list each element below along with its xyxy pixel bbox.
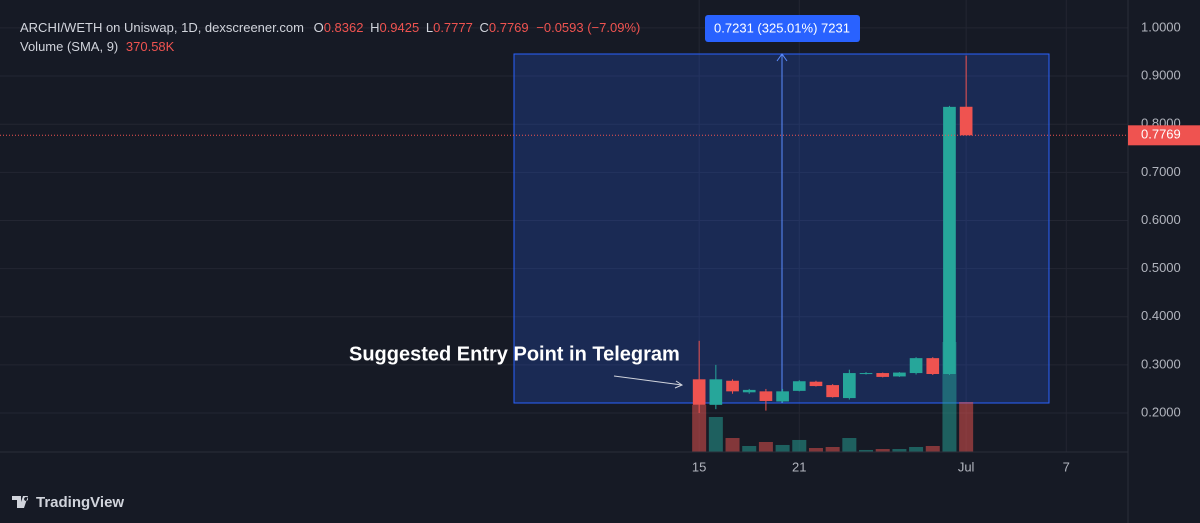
- logo: TradingView: [12, 494, 124, 511]
- volume-bar: [959, 402, 974, 452]
- annotation-arrowhead: [674, 380, 684, 389]
- header: ARCHI/WETH on Uniswap, 1D, dexscreener.c…: [20, 20, 640, 35]
- volume-bar: [708, 417, 723, 452]
- y-tick-label: 1.0000: [1141, 19, 1181, 34]
- l-label: L: [426, 20, 433, 35]
- candle-body: [759, 391, 773, 401]
- measure-arrowhead: [776, 53, 788, 62]
- x-tick-label: Jul: [958, 459, 975, 474]
- volume-header: Volume (SMA, 9) 370.58K: [20, 39, 175, 54]
- high: 0.9425: [379, 20, 419, 35]
- x-tick-label: 7: [1063, 459, 1070, 474]
- candle-body: [859, 373, 873, 375]
- x-tick-label: 15: [692, 459, 706, 474]
- change: −0.0593 (−7.09%): [536, 20, 640, 35]
- plot: [0, 55, 1128, 452]
- candle-body: [826, 385, 839, 398]
- candle-body: [792, 381, 806, 391]
- volume-bar: [692, 404, 707, 452]
- volume-bar: [742, 445, 757, 452]
- candle-body: [726, 380, 739, 392]
- volume-bar: [875, 449, 890, 452]
- close: 0.7769: [489, 20, 529, 35]
- annotation-arrow: [613, 375, 683, 386]
- candle-body: [893, 372, 906, 377]
- candle-body: [909, 358, 923, 374]
- volume-bar: [892, 449, 907, 452]
- volume-bar: [725, 438, 740, 452]
- candle-body: [809, 381, 823, 387]
- x-tick-label: 21: [792, 459, 806, 474]
- candle-body: [709, 379, 723, 405]
- volume-bar: [825, 447, 840, 452]
- y-tick-label: 0.6000: [1141, 212, 1181, 227]
- measure-label-box: [705, 15, 860, 42]
- symbol: ARCHI/WETH on Uniswap, 1D, dexscreener.c…: [20, 20, 304, 35]
- volume-bar: [808, 448, 823, 452]
- c-label: C: [479, 20, 488, 35]
- y-tick-label: 0.9000: [1141, 67, 1181, 82]
- volume-sma: 370.58K: [126, 39, 175, 54]
- candle-body: [926, 358, 940, 375]
- candle-body: [842, 373, 856, 399]
- logo-icon: [12, 496, 29, 508]
- volume-bar: [758, 442, 773, 452]
- candle-body: [876, 373, 890, 377]
- volume-bar: [909, 447, 924, 452]
- volume-bar: [842, 438, 857, 452]
- low: 0.7777: [433, 20, 473, 35]
- last-price-label: 0.7769: [1141, 127, 1181, 142]
- annotation: Suggested Entry Point in Telegram: [349, 343, 680, 365]
- candle-body: [959, 106, 973, 136]
- volume-label: Volume (SMA, 9): [20, 39, 118, 54]
- last-price-box: [1128, 125, 1200, 146]
- candle-body: [776, 391, 789, 402]
- y-tick-label: 0.3000: [1141, 356, 1181, 371]
- y-tick-label: 0.2000: [1141, 404, 1181, 419]
- candle-body: [742, 389, 756, 393]
- volume-bar: [925, 445, 940, 452]
- volume-bar: [792, 439, 807, 452]
- y-tick-label: 0.7000: [1141, 164, 1181, 179]
- y-tick-label: 0.4000: [1141, 308, 1181, 323]
- open: 0.8362: [324, 20, 364, 35]
- grid: [0, 0, 1128, 452]
- volume-bar: [859, 449, 874, 452]
- candle-body: [692, 379, 706, 405]
- o-label: O: [314, 20, 324, 35]
- candle-body: [943, 106, 956, 375]
- volume-bar: [775, 444, 790, 452]
- h-label: H: [370, 20, 379, 35]
- measure-label: 0.7231 (325.01%) 7231: [714, 20, 850, 35]
- brand: TradingView: [36, 494, 124, 511]
- y-tick-label: 0.5000: [1141, 260, 1181, 275]
